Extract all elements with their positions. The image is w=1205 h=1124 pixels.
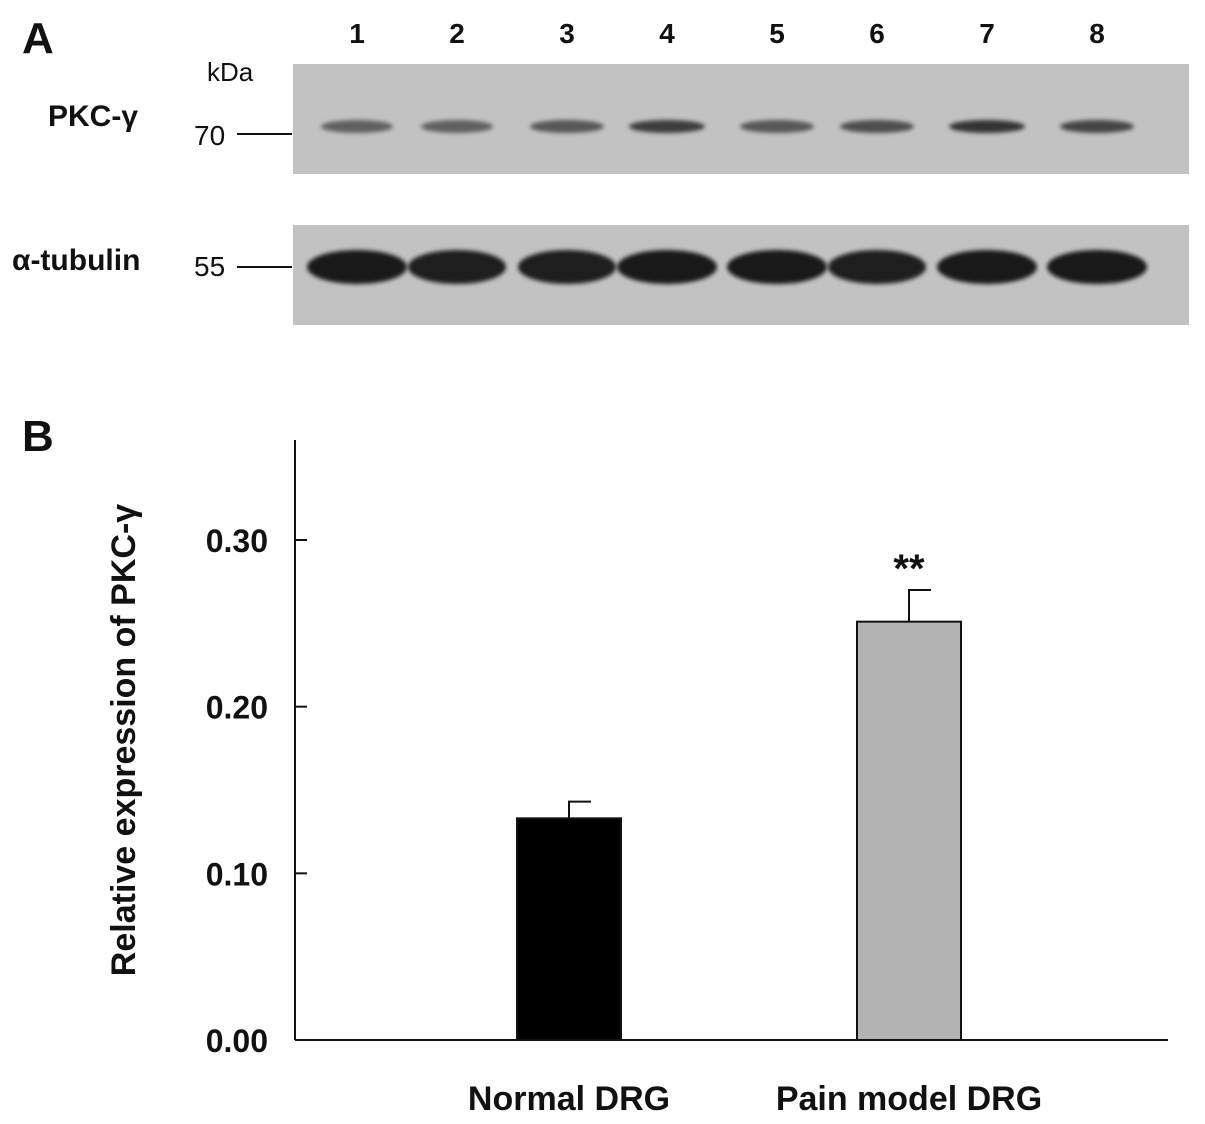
x-category-label: Normal DRG	[468, 1080, 670, 1118]
western-blot-pkc-strip	[293, 64, 1189, 174]
x-category-label: Pain model DRG	[776, 1080, 1042, 1118]
mw-marker-line	[237, 266, 292, 268]
blot-protein-label-tubulin: α-tubulin	[12, 244, 141, 277]
y-tick-label: 0.10	[206, 856, 268, 892]
blot-band-lane-6	[840, 119, 914, 133]
blot-band-lane-5	[740, 119, 814, 133]
blot-band-lane-3	[517, 250, 617, 284]
blot-band-lane-7	[937, 250, 1037, 284]
mw-marker-line	[237, 133, 292, 135]
bar-pain-model-drg	[856, 620, 962, 1042]
lane-number-3: 3	[559, 18, 575, 49]
western-blot-tubulin-strip	[293, 225, 1189, 325]
blot-band-lane-2	[407, 250, 507, 284]
blot-band-lane-3	[530, 119, 604, 133]
lane-number-2: 2	[449, 18, 465, 49]
blot-band-lane-1	[307, 250, 407, 284]
lane-number-5: 5	[769, 18, 785, 49]
bar-normal-drg	[516, 817, 622, 1041]
panel-a-label: A	[22, 14, 54, 63]
blot-band-lane-8	[1047, 250, 1147, 284]
lane-number-1: 1	[349, 18, 365, 49]
significance-marker: **	[893, 547, 925, 591]
y-ticks: 0.00 0.10 0.20 0.30	[206, 523, 307, 1059]
blot-band-lane-5	[727, 250, 827, 284]
blot-band-lane-4	[617, 250, 717, 284]
blot-band-lane-6	[827, 250, 927, 284]
blot-protein-label-pkc: PKC-γ	[48, 100, 139, 133]
blot-band-lane-8	[1059, 119, 1135, 133]
mw-marker-70: 70	[194, 120, 226, 151]
y-axis-label: Relative expression of PKC-γ	[105, 504, 143, 976]
panel-b-label: B	[22, 412, 54, 461]
blot-band-lane-7	[949, 119, 1025, 133]
blot-band-lane-1	[320, 119, 394, 133]
lane-number-7: 7	[979, 18, 995, 49]
y-tick-label: 0.30	[206, 523, 268, 559]
blot-band-lane-2	[420, 119, 494, 133]
y-tick-label: 0.20	[206, 690, 268, 726]
bars: Normal DRG ** Pain model DRG	[468, 547, 1042, 1118]
mw-marker-55: 55	[194, 251, 226, 282]
blot-band-lane-4	[629, 119, 705, 133]
lane-number-8: 8	[1089, 18, 1105, 49]
lane-number-6: 6	[869, 18, 885, 49]
y-tick-label: 0.00	[206, 1023, 268, 1059]
lane-number-4: 4	[659, 18, 675, 49]
kda-label: kDa	[207, 57, 254, 87]
